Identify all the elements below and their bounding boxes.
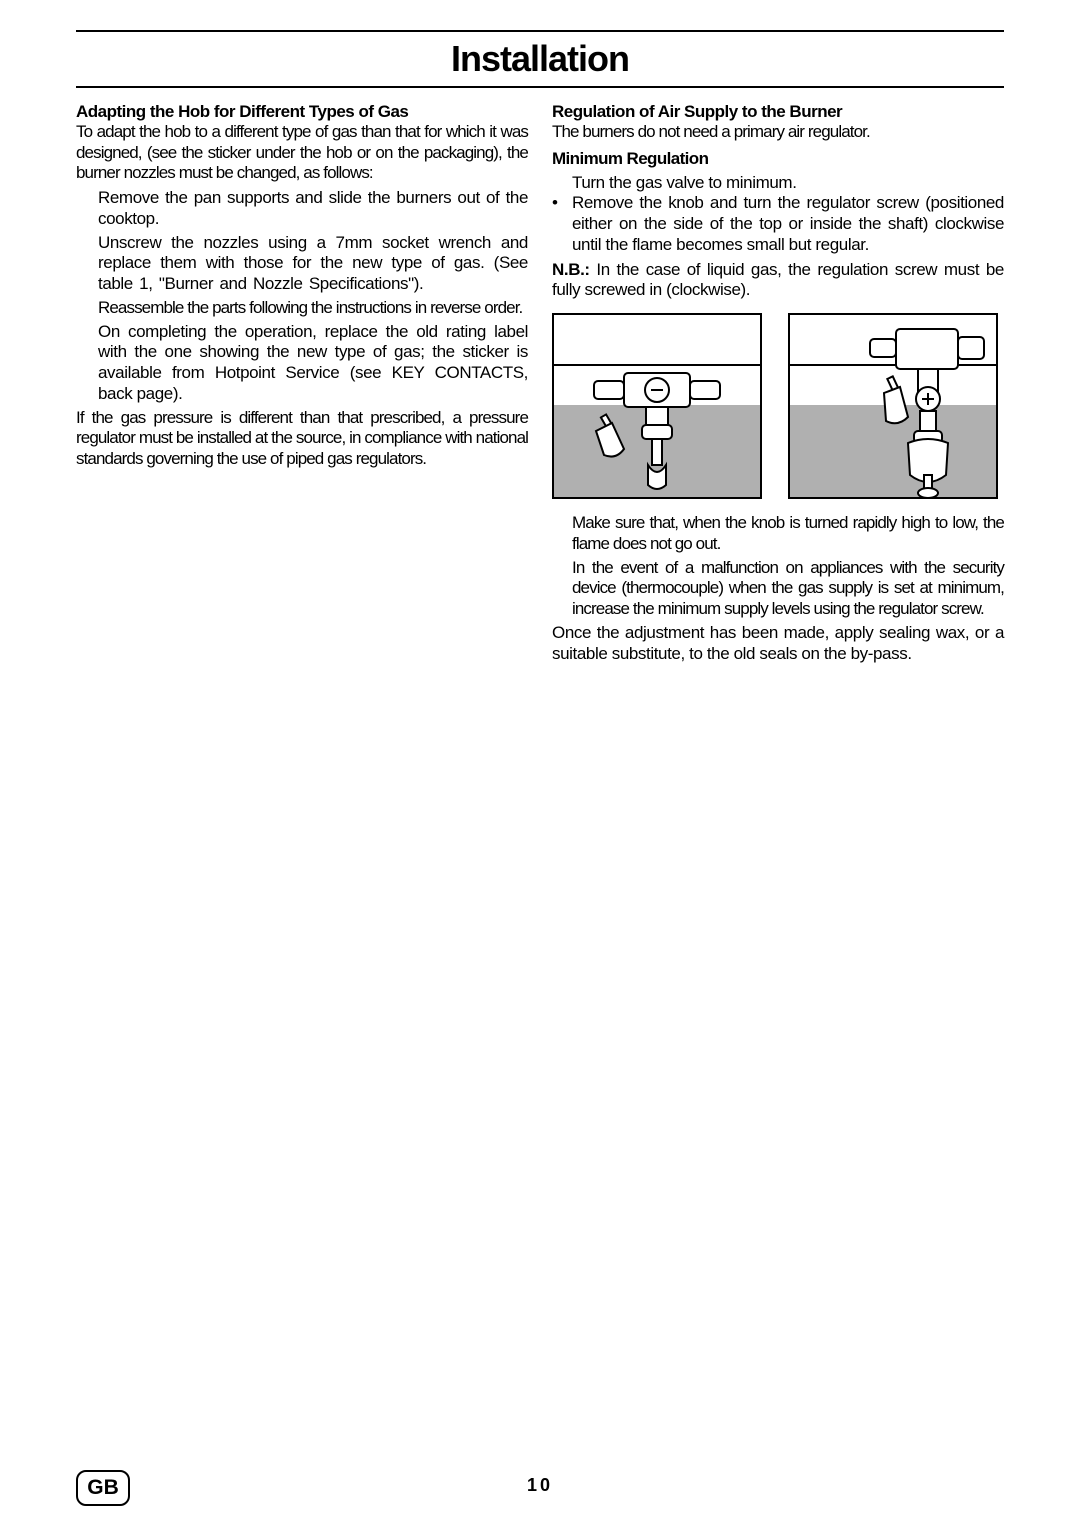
left-column: Adapting the Hob for Different Types of … (76, 102, 528, 664)
right-heading-min: Minimum Regulation (552, 149, 1004, 169)
left-step-1: Remove the pan supports and slide the bu… (98, 188, 528, 229)
left-intro: To adapt the hob to a different type of … (76, 122, 528, 184)
right-bullet-row: • Remove the knob and turn the regulator… (552, 193, 1004, 255)
diagram-row (552, 313, 1004, 499)
nb-label: N.B.: (552, 260, 596, 279)
diagram-knob-side (552, 313, 762, 499)
page-number: 10 (0, 1475, 1080, 1496)
right-nb: N.B.: In the case of liquid gas, the reg… (552, 260, 1004, 301)
country-badge: GB (76, 1470, 130, 1506)
left-step-2: Unscrew the nozzles using a 7mm socket w… (98, 233, 528, 295)
right-heading-air: Regulation of Air Supply to the Burner (552, 102, 1004, 122)
left-step-4: On completing the operation, replace the… (98, 322, 528, 405)
right-after-2: In the event of a malfunction on applian… (572, 558, 1004, 620)
left-heading: Adapting the Hob for Different Types of … (76, 102, 528, 122)
left-outro: If the gas pressure is different than th… (76, 408, 528, 470)
right-step-1: Turn the gas valve to minimum. (572, 173, 1004, 194)
left-steps: Remove the pan supports and slide the bu… (76, 188, 528, 404)
right-outro: Once the adjustment has been made, apply… (552, 623, 1004, 664)
right-after-wrap: Make sure that, when the knob is turned … (552, 513, 1004, 620)
two-column-layout: Adapting the Hob for Different Types of … (76, 102, 1004, 664)
diagram-knob-shaft (788, 313, 998, 499)
left-step-3: Reassemble the parts following the instr… (98, 298, 528, 319)
header-rule-bottom (76, 86, 1004, 88)
right-after-1: Make sure that, when the knob is turned … (572, 513, 1004, 554)
page-title: Installation (76, 32, 1004, 86)
bullet-icon: • (552, 193, 564, 255)
nb-text: In the case of liquid gas, the regulatio… (552, 260, 1004, 300)
right-step-1-wrap: Turn the gas valve to minimum. (552, 173, 1004, 194)
right-column: Regulation of Air Supply to the Burner T… (552, 102, 1004, 664)
right-text-air: The burners do not need a primary air re… (552, 122, 1004, 143)
right-step-2: Remove the knob and turn the regulator s… (572, 193, 1004, 255)
page-container: Installation Adapting the Hob for Differ… (0, 0, 1080, 1528)
